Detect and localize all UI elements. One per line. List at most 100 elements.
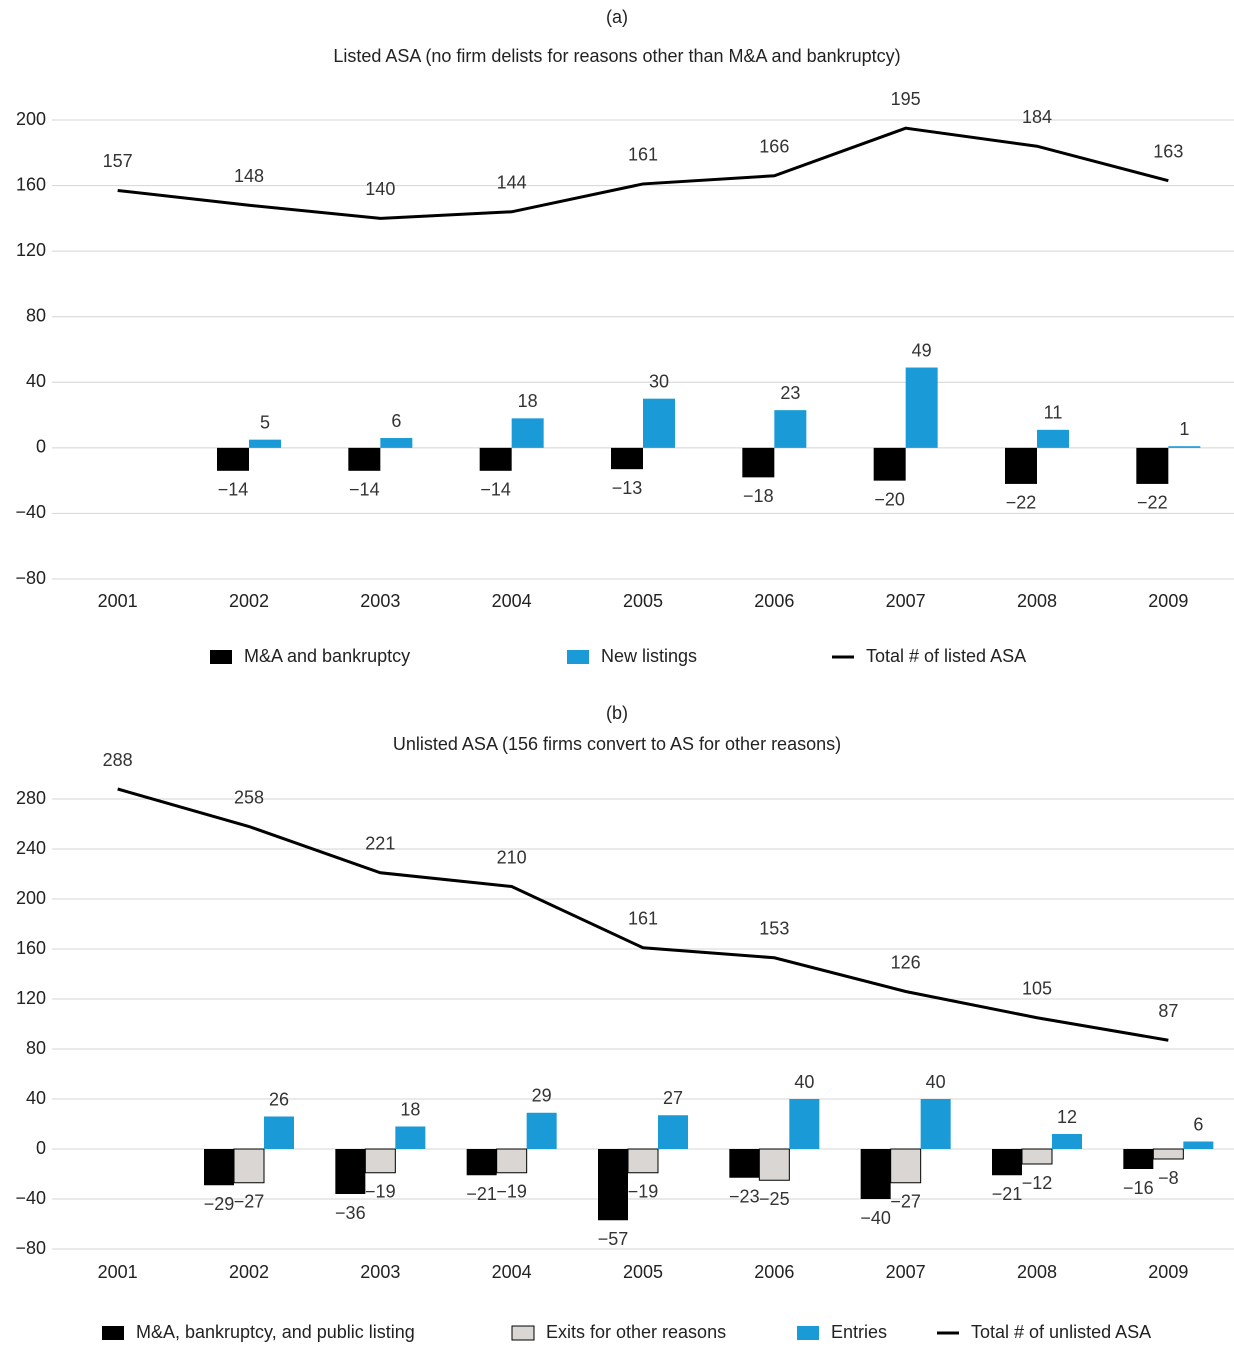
x-tick-label: 2006: [754, 1262, 794, 1282]
data-label: −21: [992, 1184, 1023, 1204]
x-tick-label: 2007: [886, 591, 926, 611]
data-label: 161: [628, 909, 658, 929]
bar: [789, 1099, 820, 1149]
data-label: −19: [496, 1182, 527, 1202]
legend-label: Exits for other reasons: [546, 1322, 726, 1342]
data-label: 1: [1179, 419, 1189, 439]
x-tick-label: 2005: [623, 591, 663, 611]
y-tick-label: 120: [16, 240, 46, 260]
data-label: 29: [532, 1086, 552, 1106]
data-label: 153: [759, 919, 789, 939]
data-label: 288: [103, 750, 133, 770]
data-label: 5: [260, 412, 270, 432]
legend-label: New listings: [601, 646, 697, 666]
x-tick-label: 2002: [229, 591, 269, 611]
y-tick-label: 200: [16, 888, 46, 908]
bar: [233, 1148, 265, 1184]
bar: [890, 1148, 922, 1184]
x-tick-label: 2002: [229, 1262, 269, 1282]
bar: [774, 410, 807, 448]
y-tick-label: 280: [16, 788, 46, 808]
bar: [1021, 1148, 1053, 1165]
data-label: −19: [365, 1182, 396, 1202]
data-label: 258: [234, 787, 264, 807]
bar: [742, 447, 775, 478]
bar: [1152, 1148, 1184, 1160]
legend-label: Total # of unlisted ASA: [971, 1322, 1151, 1342]
data-label: 18: [518, 391, 538, 411]
data-label: −14: [480, 480, 511, 500]
x-tick-label: 2007: [886, 1262, 926, 1282]
bar: [598, 1149, 628, 1221]
y-tick-label: 160: [16, 174, 46, 194]
bar: [1168, 446, 1201, 448]
bar: [511, 418, 544, 448]
y-tick-label: 240: [16, 838, 46, 858]
data-label: −21: [466, 1184, 497, 1204]
y-tick-label: 0: [36, 437, 46, 457]
data-label: 148: [234, 166, 264, 186]
x-tick-label: 2003: [360, 1262, 400, 1282]
data-label: −22: [1137, 493, 1168, 513]
x-tick-label: 2006: [754, 591, 794, 611]
y-tick-label: −80: [15, 568, 46, 588]
x-tick-label: 2009: [1148, 1262, 1188, 1282]
bar: [1136, 447, 1169, 484]
y-tick-label: 40: [26, 1088, 46, 1108]
data-label: 105: [1022, 979, 1052, 999]
data-label: −18: [743, 486, 774, 506]
data-label: −40: [860, 1208, 891, 1228]
data-label: −22: [1006, 493, 1037, 513]
y-tick-label: 80: [26, 1038, 46, 1058]
bar: [526, 1112, 557, 1149]
bar: [496, 1148, 528, 1174]
data-label: −19: [628, 1182, 659, 1202]
data-label: 210: [497, 847, 527, 867]
y-tick-label: 120: [16, 988, 46, 1008]
x-tick-label: 2008: [1017, 1262, 1057, 1282]
x-tick-label: 2001: [98, 1262, 138, 1282]
line: [117, 126, 1169, 220]
legend-label: M&A and bankruptcy: [244, 646, 410, 666]
y-tick-label: −80: [15, 1238, 46, 1258]
y-tick-label: −40: [15, 502, 46, 522]
bar: [729, 1149, 760, 1178]
bar: [1005, 447, 1037, 484]
data-label: 40: [926, 1072, 946, 1092]
data-label: 221: [365, 834, 395, 854]
bar: [249, 439, 281, 448]
panel-label: (a): [606, 7, 628, 27]
data-label: 161: [628, 145, 658, 165]
bar: [627, 1148, 659, 1174]
data-label: 40: [794, 1072, 814, 1092]
legend-swatch: [567, 650, 589, 664]
bar: [611, 447, 643, 470]
x-tick-label: 2003: [360, 591, 400, 611]
y-tick-label: −40: [15, 1188, 46, 1208]
data-label: 27: [663, 1088, 683, 1108]
data-label: 144: [497, 173, 527, 193]
x-tick-label: 2004: [492, 1262, 532, 1282]
bar: [264, 1116, 294, 1149]
bar: [335, 1149, 366, 1194]
data-label: 87: [1158, 1001, 1178, 1021]
y-tick-label: 0: [36, 1138, 46, 1158]
bar: [905, 367, 938, 448]
data-label: 26: [269, 1089, 289, 1109]
data-label: −29: [204, 1194, 235, 1214]
data-label: −27: [890, 1192, 921, 1212]
x-tick-label: 2005: [623, 1262, 663, 1282]
x-tick-label: 2001: [98, 591, 138, 611]
data-label: 11: [1044, 403, 1063, 423]
data-label: 166: [759, 136, 789, 156]
bar: [217, 447, 249, 471]
panel-label: (b): [606, 703, 628, 723]
data-label: 12: [1057, 1107, 1077, 1127]
data-label: 157: [103, 151, 133, 171]
data-label: −13: [612, 478, 643, 498]
legend-swatch: [102, 1326, 124, 1340]
y-tick-label: 40: [26, 371, 46, 391]
data-label: 23: [780, 383, 800, 403]
data-label: −23: [729, 1187, 760, 1207]
